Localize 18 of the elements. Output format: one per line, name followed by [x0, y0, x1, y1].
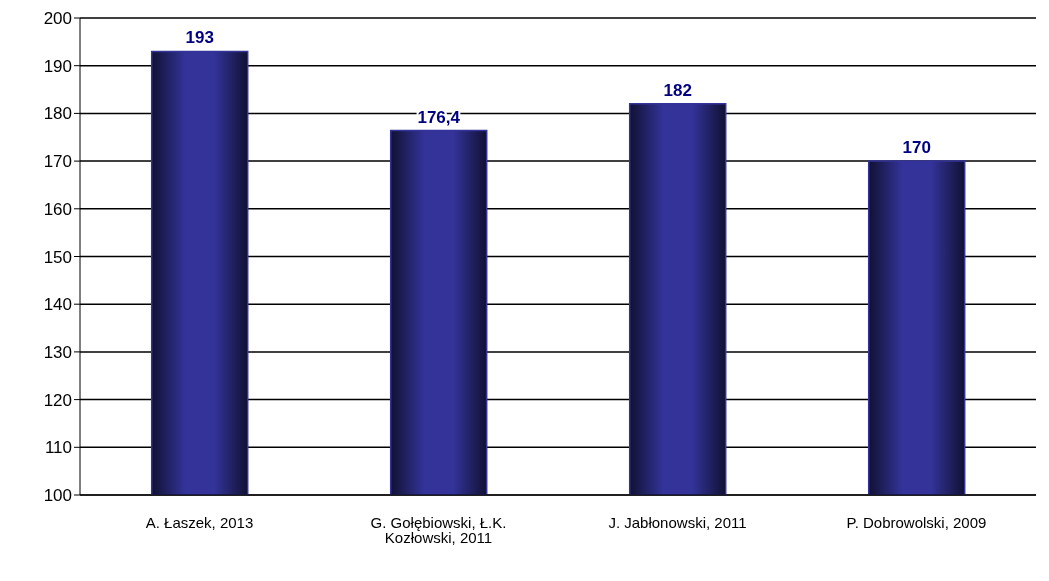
- y-tick-label: 130: [43, 342, 72, 362]
- data-label: 182: [663, 80, 692, 100]
- y-tick-label: 140: [43, 295, 72, 315]
- y-tick-label: 200: [43, 9, 72, 29]
- y-tick-label: 100: [43, 486, 72, 506]
- y-tick-label: 120: [43, 390, 72, 410]
- y-tick-label: 190: [43, 56, 72, 76]
- y-tick-label: 150: [43, 247, 72, 267]
- x-tick-label: J. Jabłonowski, 2011: [608, 513, 747, 531]
- x-tick-label: P. Dobrowolski, 2009: [846, 513, 987, 531]
- data-label: 170: [902, 138, 931, 158]
- y-tick-label: 180: [43, 104, 72, 124]
- x-tick-label: A. Łaszek, 2013: [145, 513, 254, 531]
- x-tick-label: G. Gołębiowski, Ł.K. Kozłowski, 2011: [370, 513, 507, 546]
- data-label: 193: [185, 28, 214, 48]
- y-tick-label: 110: [44, 438, 72, 458]
- y-tick-label: 170: [43, 152, 72, 172]
- y-tick-label: 160: [43, 199, 72, 219]
